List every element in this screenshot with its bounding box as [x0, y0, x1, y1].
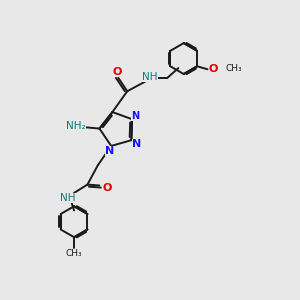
- Text: NH: NH: [60, 193, 76, 203]
- Text: NH: NH: [142, 72, 158, 82]
- Text: O: O: [102, 183, 111, 193]
- Text: N: N: [131, 111, 139, 121]
- Text: N: N: [105, 146, 114, 156]
- Text: CH₃: CH₃: [66, 249, 83, 258]
- Text: O: O: [209, 64, 218, 74]
- Text: N: N: [132, 139, 141, 149]
- Text: NH₂: NH₂: [66, 121, 86, 130]
- Text: O: O: [113, 67, 122, 77]
- Text: CH₃: CH₃: [225, 64, 242, 73]
